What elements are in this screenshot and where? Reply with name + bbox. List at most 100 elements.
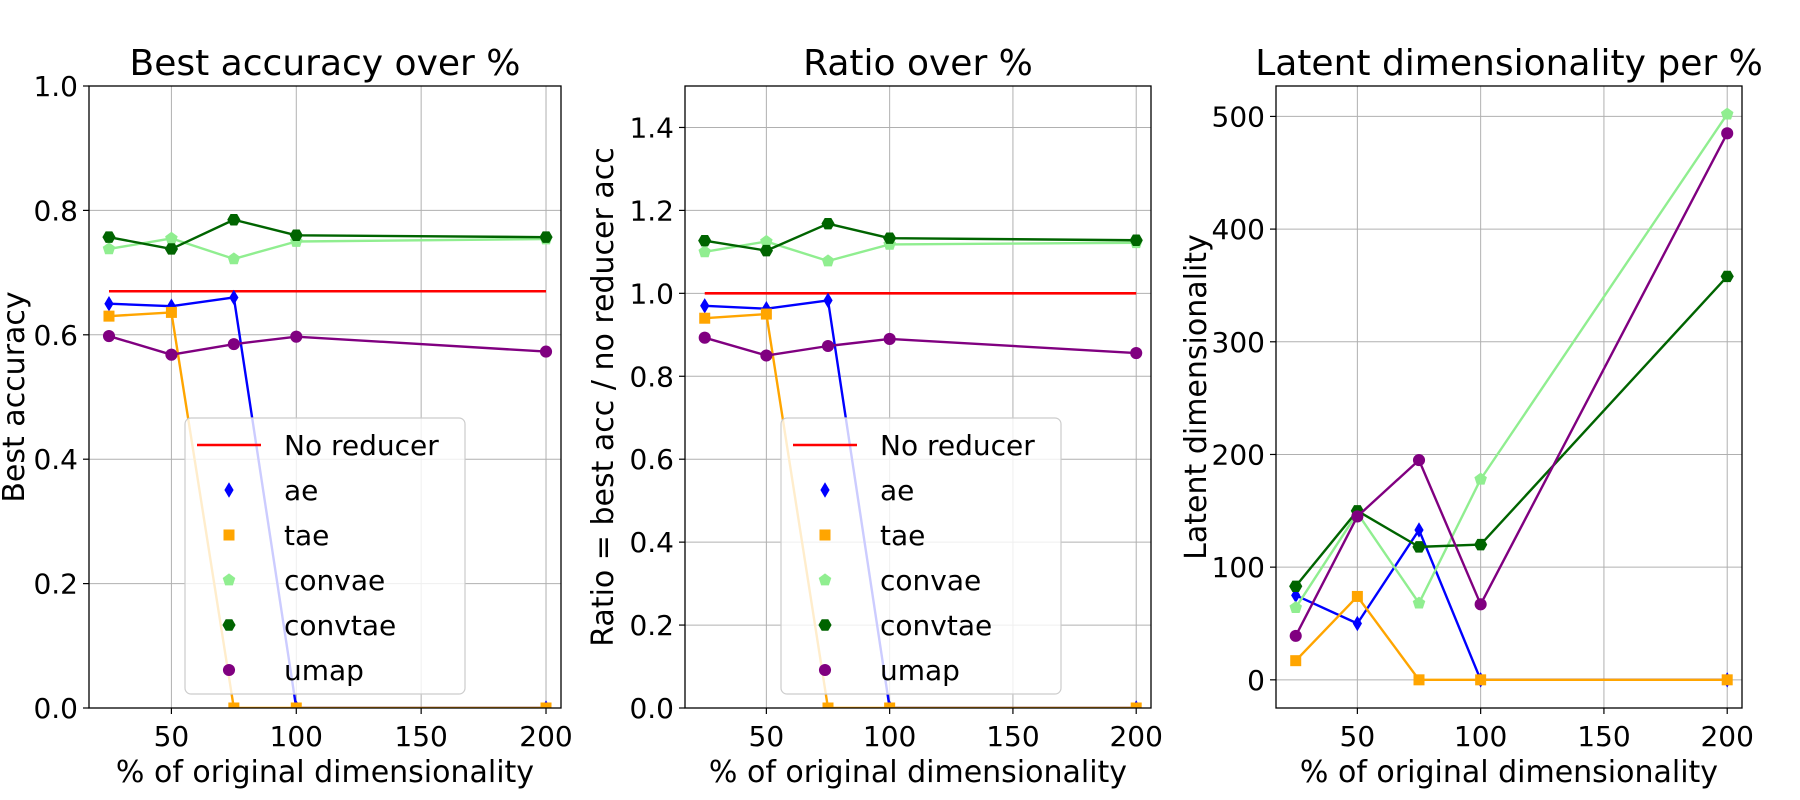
chart-title: Best accuracy over % <box>130 43 521 84</box>
legend: No reducer ae tae convae convtae umap <box>184 417 466 695</box>
data-point-convae <box>165 231 178 244</box>
data-point-convtae <box>1129 234 1143 246</box>
series-tae <box>699 308 1142 708</box>
series-line-ae <box>1295 528 1728 682</box>
data-point-convae <box>1289 601 1302 614</box>
data-point-tae <box>165 306 177 318</box>
series-line-tae <box>1294 595 1728 682</box>
data-point-tae <box>1721 674 1733 686</box>
legend-entry-ae: ae <box>820 474 914 507</box>
x-tick-label: 200 <box>1109 720 1162 753</box>
series-line-convtae <box>1294 275 1729 588</box>
legend: No reducer ae tae convae convtae umap <box>780 417 1062 695</box>
plot-area <box>102 214 553 708</box>
x-tick-label: 100 <box>863 720 916 753</box>
panel-ratio: 50 100 150 2000.00.20.40.60.81.01.21.4Ratio… <box>586 43 1163 790</box>
legend-frame <box>184 417 466 695</box>
data-point-tae <box>1475 674 1487 686</box>
data-point-ae <box>104 296 114 312</box>
data-point-convae <box>1474 472 1487 485</box>
data-point-convae <box>227 252 241 265</box>
series-umap <box>102 329 553 361</box>
y-tick-label: 1.2 <box>629 194 674 227</box>
legend-entry-tae: tae <box>819 519 925 552</box>
grid <box>1276 86 1742 708</box>
data-point-ae <box>1414 522 1424 538</box>
data-point-umap <box>1721 127 1734 140</box>
x-axis-label: % of original dimensionality <box>709 755 1127 790</box>
y-tick-label: 0.2 <box>629 609 674 642</box>
series-convtae <box>102 214 553 255</box>
y-tick-label: 200 <box>1212 438 1265 471</box>
data-point-tae <box>1130 702 1142 708</box>
ticks: 50 100 150 200 0 100 200 300 400 500 <box>1212 100 1754 753</box>
data-point-convtae <box>1474 538 1488 551</box>
data-point-umap <box>1474 598 1487 611</box>
y-tick-label: 500 <box>1212 100 1265 133</box>
data-point-tae <box>1351 590 1363 602</box>
data-point-convae <box>1412 596 1426 609</box>
data-point-convtae <box>883 232 897 244</box>
data-point-convtae <box>289 229 303 241</box>
y-tick-label: 1.0 <box>33 70 78 103</box>
legend-entry-convtae: convtae <box>818 609 992 642</box>
axes-frame <box>88 85 562 709</box>
legend-entry-convtae: convtae <box>222 609 396 642</box>
data-point-umap <box>539 345 553 358</box>
x-tick-label: 50 <box>1340 720 1376 753</box>
x-tick-label: 50 <box>154 720 190 753</box>
data-point-tae <box>228 702 240 708</box>
chart-title: Ratio over % <box>803 43 1033 84</box>
data-point-umap <box>1289 629 1302 642</box>
y-tick-label: 0 <box>1247 664 1265 697</box>
data-point-convae <box>102 242 116 255</box>
data-point-tae <box>760 308 772 320</box>
legend-swatch <box>819 529 831 541</box>
data-point-ae <box>1291 587 1301 604</box>
legend-label: No reducer <box>284 429 439 462</box>
data-point-tae <box>1413 674 1425 686</box>
y-tick-label: 0.8 <box>33 194 78 227</box>
legend-entry-ae: ae <box>224 474 318 507</box>
legend-swatch <box>222 663 236 677</box>
x-tick-label: 100 <box>270 720 323 753</box>
data-point-tae <box>103 310 115 322</box>
data-point-convae <box>1720 107 1734 120</box>
series-convtae <box>698 217 1143 257</box>
legend-swatch <box>224 482 234 498</box>
series-line-tae <box>108 311 547 708</box>
legend-frame <box>780 417 1062 695</box>
legend-entry-tae: tae <box>223 519 329 552</box>
data-point-umap <box>821 339 835 353</box>
ticks: 50 100 150 200 0.0 0.2 0.4 0.6 0.8 1.0 <box>33 70 572 753</box>
plot-area <box>1289 107 1734 688</box>
y-tick-label: 300 <box>1212 326 1265 359</box>
data-point-tae <box>540 702 552 708</box>
legend-swatch <box>223 529 235 541</box>
legend-label: convae <box>284 564 385 597</box>
panel-latent-dimensionality: 50 100 150 200 0 100 200 300 400 500 Latent dimens… <box>1179 43 1763 790</box>
data-point-ae <box>700 298 710 314</box>
x-tick-label: 200 <box>519 720 572 753</box>
data-point-umap <box>165 348 178 361</box>
axes-frame <box>684 85 1152 709</box>
series-line-convae <box>1294 113 1729 609</box>
panel-best-accuracy: 50 100 150 200 0.0 0.2 0.4 0.6 0.8 1.0 Best accura… <box>0 43 573 790</box>
data-point-convae <box>821 254 835 267</box>
data-point-tae <box>290 702 302 708</box>
data-point-tae <box>884 702 896 708</box>
data-point-ae <box>823 292 833 309</box>
data-point-ae <box>229 289 239 306</box>
legend-entry-umap: umap <box>222 654 364 687</box>
data-point-convtae <box>164 243 179 255</box>
data-point-convtae <box>1412 541 1426 553</box>
data-point-umap <box>698 331 711 344</box>
data-point-umap <box>760 349 773 362</box>
legend-label: tae <box>284 519 329 552</box>
series-umap <box>1289 127 1734 642</box>
legend-swatch <box>818 663 832 677</box>
legend-label: ae <box>284 474 318 507</box>
data-point-tae <box>1290 655 1302 667</box>
data-point-convtae <box>539 231 553 243</box>
